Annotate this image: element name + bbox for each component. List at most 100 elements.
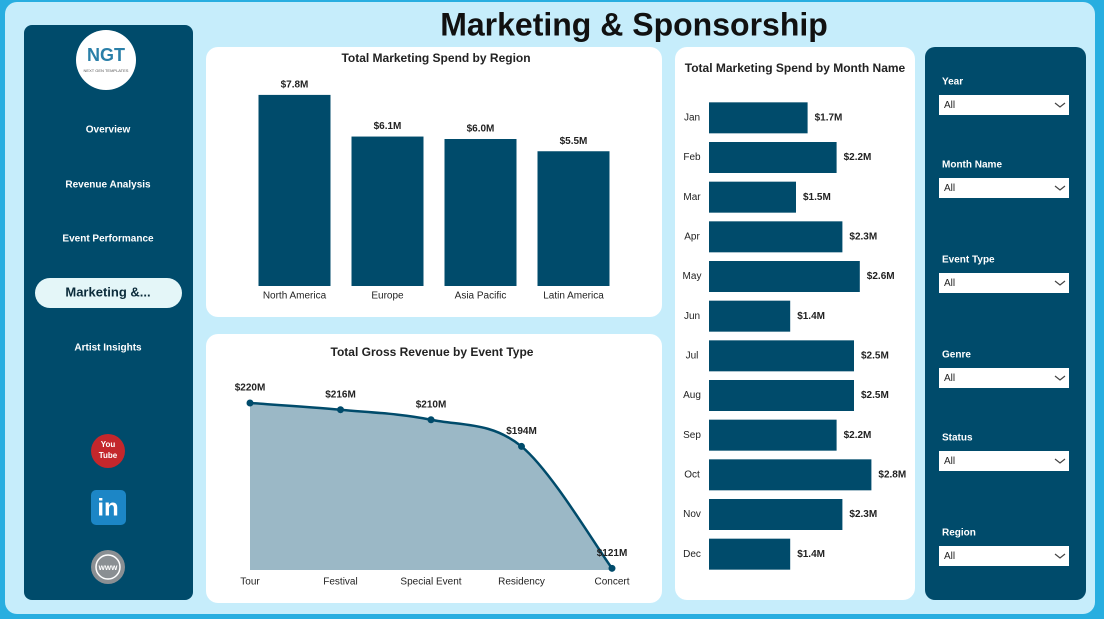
x-tick-label: Concert xyxy=(594,577,629,588)
point xyxy=(337,406,344,414)
logo-caption: NEXT GEN TEMPLATES xyxy=(84,68,129,73)
bar xyxy=(709,538,791,570)
y-tick-label: Oct xyxy=(684,469,700,480)
data-label: $1.7M xyxy=(815,112,843,123)
point xyxy=(246,399,254,407)
line xyxy=(249,401,614,570)
x-tick-label: Tour xyxy=(240,577,260,588)
filter-dropdown[interactable] xyxy=(939,95,1069,115)
data-label: $2.2M xyxy=(844,430,872,441)
y-tick-label: Jun xyxy=(684,311,700,322)
filter-dropdown[interactable] xyxy=(939,368,1069,388)
nav-item[interactable]: Revenue Analysis xyxy=(65,180,151,191)
bar xyxy=(537,151,610,286)
y-tick-label: Feb xyxy=(683,152,701,163)
filter-dropdown[interactable] xyxy=(939,273,1069,293)
data-label: $2.2M xyxy=(844,152,872,163)
data-label: $7.8M xyxy=(281,80,309,91)
x-tick-label: North America xyxy=(263,291,327,302)
bar xyxy=(709,261,860,292)
filter-label: Month Name xyxy=(942,160,1002,171)
data-label: $2.5M xyxy=(861,350,889,361)
filter-panel xyxy=(925,47,1086,600)
filter-label: Status xyxy=(942,433,973,444)
bar xyxy=(444,139,517,286)
filter-label: Year xyxy=(942,77,963,88)
bar xyxy=(709,419,837,451)
filter-value: All xyxy=(944,373,955,384)
nav-item[interactable]: Artist Insights xyxy=(74,343,142,354)
dropdown-chevron xyxy=(1054,185,1066,191)
bar xyxy=(351,136,424,286)
bar xyxy=(709,499,843,530)
chart-title: Total Marketing Spend by Month Name xyxy=(685,61,906,75)
nav-active[interactable] xyxy=(35,278,182,308)
data-label: $194M xyxy=(506,426,537,437)
data-label: $1.4M xyxy=(797,549,825,560)
filter-dropdown[interactable] xyxy=(939,546,1069,566)
nav-item[interactable]: Marketing &... xyxy=(65,284,150,299)
linkedin-text: in xyxy=(97,494,118,521)
y-tick-label: Mar xyxy=(683,192,701,203)
filter-dropdown[interactable] xyxy=(939,178,1069,198)
point xyxy=(518,442,525,450)
point xyxy=(427,416,435,424)
y-tick-label: May xyxy=(683,271,702,282)
filter-label: Event Type xyxy=(942,255,995,266)
area xyxy=(250,403,612,570)
data-label: $210M xyxy=(416,399,447,410)
dropdown-chevron xyxy=(1054,553,1066,559)
data-label: $2.8M xyxy=(878,469,906,480)
filter-value: All xyxy=(944,278,955,289)
x-tick-label: Latin America xyxy=(543,291,604,302)
data-label: $2.6M xyxy=(867,271,895,282)
youtube-icon[interactable] xyxy=(91,434,125,468)
filter-value: All xyxy=(944,551,955,562)
data-label: $6.0M xyxy=(467,124,495,135)
linkedin-icon[interactable] xyxy=(91,490,126,525)
dropdown-chevron xyxy=(1054,375,1066,381)
chart-title: Total Gross Revenue by Event Type xyxy=(331,345,534,359)
filter-value: All xyxy=(944,183,955,194)
web-text: www xyxy=(98,563,118,572)
bar xyxy=(709,181,796,213)
bar xyxy=(709,300,791,332)
y-tick-label: Nov xyxy=(683,509,701,520)
y-tick-label: Aug xyxy=(683,390,701,401)
bar xyxy=(709,102,808,134)
y-tick-label: Sep xyxy=(683,430,701,441)
y-tick-label: Jul xyxy=(686,350,699,361)
data-label: $6.1M xyxy=(374,121,402,132)
y-tick-label: Apr xyxy=(684,231,700,242)
bar xyxy=(709,380,854,411)
data-label: $5.5M xyxy=(560,136,588,147)
sidebar xyxy=(24,25,193,600)
data-label: $2.5M xyxy=(861,390,889,401)
point xyxy=(608,564,616,572)
filter-label: Genre xyxy=(942,350,971,361)
filter-label: Region xyxy=(942,528,976,539)
bar xyxy=(709,340,854,372)
web-globe xyxy=(95,554,121,580)
page-title: Marketing & Sponsorship xyxy=(440,6,828,42)
logo-text: NGT xyxy=(87,45,125,65)
filter-value: All xyxy=(944,100,955,111)
nav-item[interactable]: Overview xyxy=(86,125,131,136)
dropdown-chevron xyxy=(1054,102,1066,108)
y-tick-label: Jan xyxy=(684,112,700,123)
filter-dropdown[interactable] xyxy=(939,451,1069,471)
bar xyxy=(709,459,872,491)
data-label: $2.3M xyxy=(849,509,877,520)
data-label: $2.3M xyxy=(849,231,877,242)
data-label: $216M xyxy=(325,389,356,400)
youtube-text: You xyxy=(101,440,116,449)
data-label: $121M xyxy=(597,548,628,559)
nav-item[interactable]: Event Performance xyxy=(62,234,154,245)
chart-title: Total Marketing Spend by Region xyxy=(341,51,530,65)
data-label: $1.5M xyxy=(803,192,831,203)
x-tick-label: Festival xyxy=(323,577,357,588)
x-tick-label: Residency xyxy=(498,577,545,588)
filter-value: All xyxy=(944,456,955,467)
x-tick-label: Special Event xyxy=(400,577,461,588)
